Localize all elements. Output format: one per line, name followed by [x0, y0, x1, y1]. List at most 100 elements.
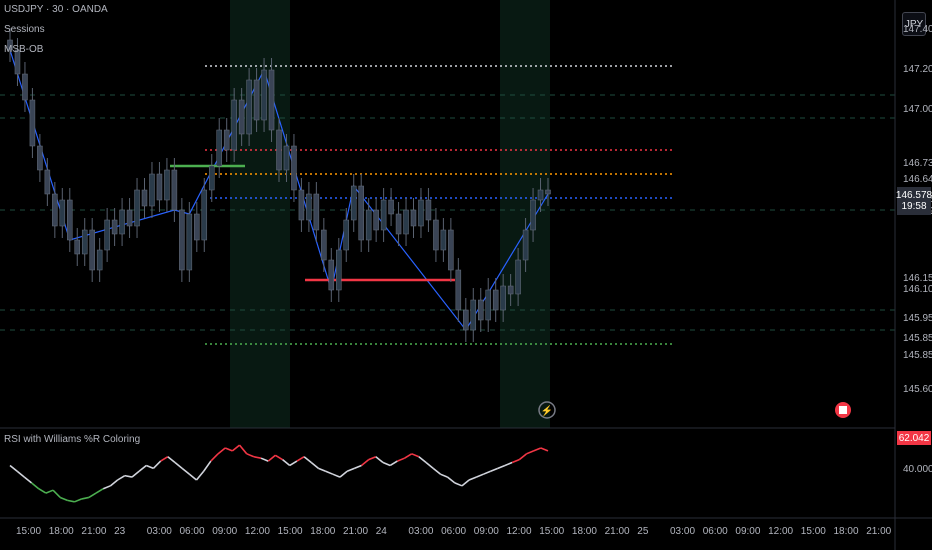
rsi-segment: [217, 447, 226, 455]
rsi-segment: [260, 457, 269, 462]
candle: [14, 49, 21, 75]
rsi-pane: [9, 444, 549, 503]
candle: [470, 299, 477, 331]
rsi-segment: [318, 467, 326, 473]
candle: [89, 229, 95, 271]
rsi-segment: [440, 473, 448, 478]
rsi-segment: [102, 485, 111, 490]
candle: [291, 145, 297, 191]
rsi-segment: [224, 447, 233, 452]
rsi-segment: [526, 450, 534, 455]
rsi-segment: [368, 455, 377, 461]
rsi-segment: [339, 470, 348, 478]
legend-symbol[interactable]: USDJPY · 30 · OANDA: [4, 4, 108, 15]
rsi-segment: [138, 464, 147, 472]
legend-sessions[interactable]: Sessions: [4, 24, 45, 35]
candle: [149, 173, 155, 207]
legend-msb-ob[interactable]: MSB-OB: [4, 44, 44, 55]
rsi-segment: [511, 458, 520, 464]
rsi-segment: [447, 476, 456, 484]
rsi-segment: [167, 456, 176, 464]
candle: [156, 173, 163, 201]
rsi-segment: [174, 461, 183, 469]
time-axis-tick: 21:00: [343, 526, 369, 537]
time-axis-tick: 18:00: [571, 526, 597, 537]
candle: [410, 209, 417, 227]
time-axis-tick: 06:00: [441, 526, 467, 537]
rsi-segment: [490, 467, 499, 473]
rsi-segment: [16, 470, 25, 478]
candle: [119, 209, 125, 235]
rsi-segment: [461, 479, 470, 487]
rsi-segment: [274, 454, 284, 461]
candle: [7, 39, 13, 51]
rsi-segment: [454, 482, 463, 487]
candle: [478, 299, 484, 321]
rsi-segment: [246, 453, 255, 458]
candle: [67, 199, 73, 241]
rsi-segment: [418, 456, 427, 464]
rsi-segment: [203, 460, 212, 472]
candle: [507, 285, 514, 295]
candle: [343, 219, 349, 251]
candle: [126, 209, 133, 227]
candle: [186, 213, 193, 271]
rsi-segment: [210, 453, 219, 462]
candle: [52, 193, 58, 227]
alert-icon[interactable]: [538, 401, 556, 419]
candle: [388, 199, 394, 215]
rsi-segment: [131, 470, 140, 478]
time-axis-tick: 15:00: [16, 526, 42, 537]
flag-icon-inner: [839, 406, 847, 414]
candle: [81, 229, 88, 255]
time-axis-tick: 21:00: [81, 526, 107, 537]
time-axis-tick: 09:00: [735, 526, 761, 537]
alert-icon: ⚡: [541, 404, 553, 417]
rsi-segment: [195, 470, 205, 481]
time-axis-tick: 18:00: [310, 526, 336, 537]
candle: [298, 189, 305, 221]
rsi-segment: [354, 464, 362, 470]
rsi-segment: [389, 460, 398, 467]
time-axis-tick: 09:00: [212, 526, 238, 537]
price-axis-tick: 145.600: [903, 384, 932, 395]
candle: [328, 259, 335, 291]
time-axis-tick: 12:00: [506, 526, 532, 537]
price-axis-tick: 146.157: [903, 272, 932, 284]
price-axis-tick: 145.956: [903, 312, 932, 324]
time-axis-tick: 09:00: [473, 526, 499, 537]
candle: [522, 229, 529, 261]
rsi-segment: [504, 461, 513, 467]
candle: [515, 259, 521, 295]
candle: [530, 199, 536, 231]
rsi-segment: [332, 473, 341, 478]
candle: [253, 79, 260, 121]
currency-button[interactable]: JPY: [902, 12, 926, 36]
rsi-segment: [282, 459, 291, 467]
rsi-segment: [67, 499, 75, 503]
candle: [485, 289, 491, 321]
price-axis-tick: 145.854: [903, 333, 932, 345]
current-price: 146.578: [895, 190, 932, 202]
rsi-segment: [181, 467, 190, 475]
candle: [380, 199, 387, 231]
candle: [433, 219, 439, 251]
candle: [463, 309, 469, 331]
rsi-segment: [52, 489, 61, 499]
candle: [440, 229, 447, 251]
price-axis-tick: 147.200: [903, 64, 932, 75]
rsi-segment: [397, 457, 405, 462]
rsi-segment: [382, 461, 391, 467]
candle: [545, 189, 551, 195]
rsi-segment: [9, 464, 18, 472]
rsi-segment: [23, 476, 33, 484]
time-axis-tick: 12:00: [244, 526, 270, 537]
rsi-segment: [81, 496, 90, 500]
candle: [321, 229, 327, 261]
time-axis-tick: 15:00: [539, 526, 565, 537]
candle: [261, 69, 267, 121]
legend-rsi[interactable]: RSI with Williams %R Coloring: [4, 434, 141, 445]
time-axis-tick: 23: [114, 526, 126, 537]
rsi-segment: [425, 461, 434, 469]
